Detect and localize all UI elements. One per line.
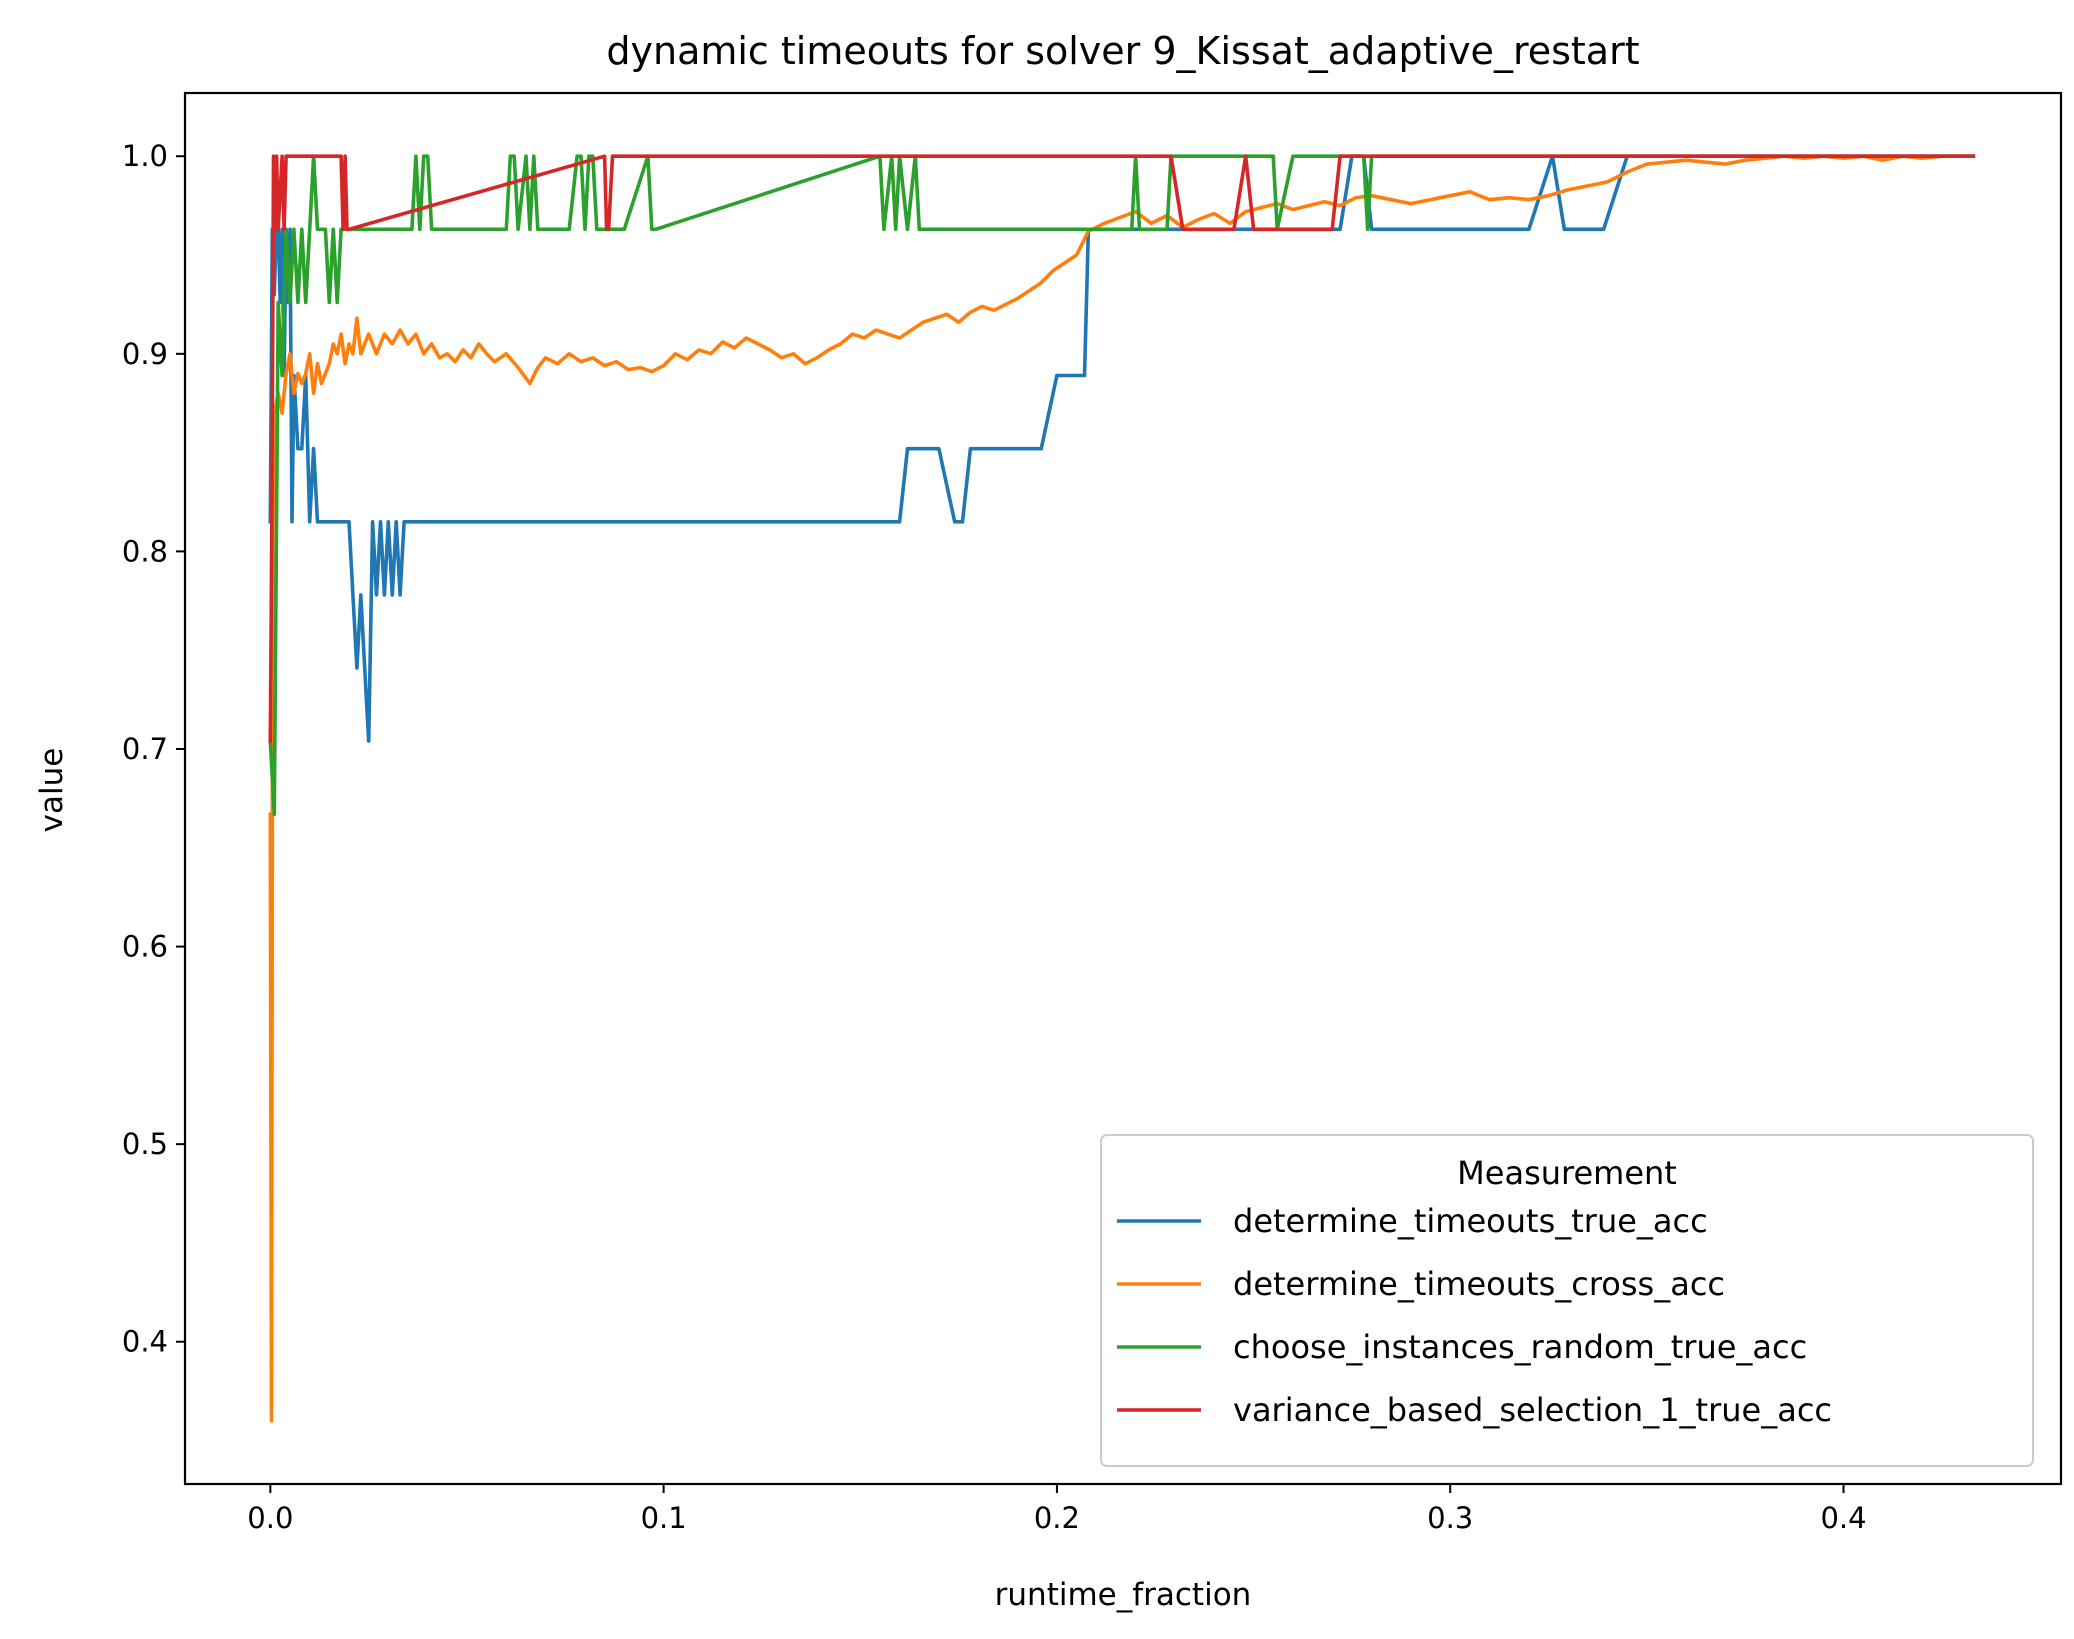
y-tick-label: 0.5 [122,1127,168,1161]
x-tick-label: 0.3 [1427,1501,1473,1535]
legend-label: determine_timeouts_cross_acc [1233,1265,1725,1303]
y-tick-label: 0.6 [122,930,168,964]
legend-items: determine_timeouts_true_acc determine_tim… [1117,1202,1832,1429]
y-tick-label: 0.4 [122,1325,168,1359]
legend-label: variance_based_selection_1_true_acc [1233,1391,1832,1429]
y-axis-ticks: 0.4 0.5 0.6 0.7 0.8 0.9 1.0 [122,139,185,1359]
series-line-4 [268,154,1976,743]
x-tick-label: 0.2 [1034,1501,1080,1535]
plot-frame [183,91,2063,1486]
y-axis-label: value [34,748,70,833]
x-tick-label: 0.4 [1820,1501,1866,1535]
series-line-3 [268,154,1976,817]
legend-label: choose_instances_random_true_acc [1233,1328,1807,1366]
y-tick-label: 0.9 [122,337,168,371]
x-tick-label: 0.0 [247,1501,293,1535]
legend-title: Measurement [1457,1154,1677,1192]
chart-title: dynamic timeouts for solver 9_Kissat_ada… [606,29,1639,73]
x-axis-ticks: 0.0 0.1 0.2 0.3 0.4 [247,1484,1867,1535]
x-axis-label: runtime_fraction [995,1577,1252,1613]
series-layer [268,154,1976,1423]
legend-box [1100,1134,2034,1467]
legend: Measurement determine_timeouts_true_accd… [1100,1134,2034,1467]
y-tick-label: 1.0 [122,139,168,173]
y-tick-label: 0.8 [122,534,168,568]
y-tick-label: 0.7 [122,732,168,766]
x-tick-label: 0.1 [641,1501,687,1535]
legend-label: determine_timeouts_true_acc [1233,1202,1708,1240]
series-line-2 [268,154,1976,1423]
